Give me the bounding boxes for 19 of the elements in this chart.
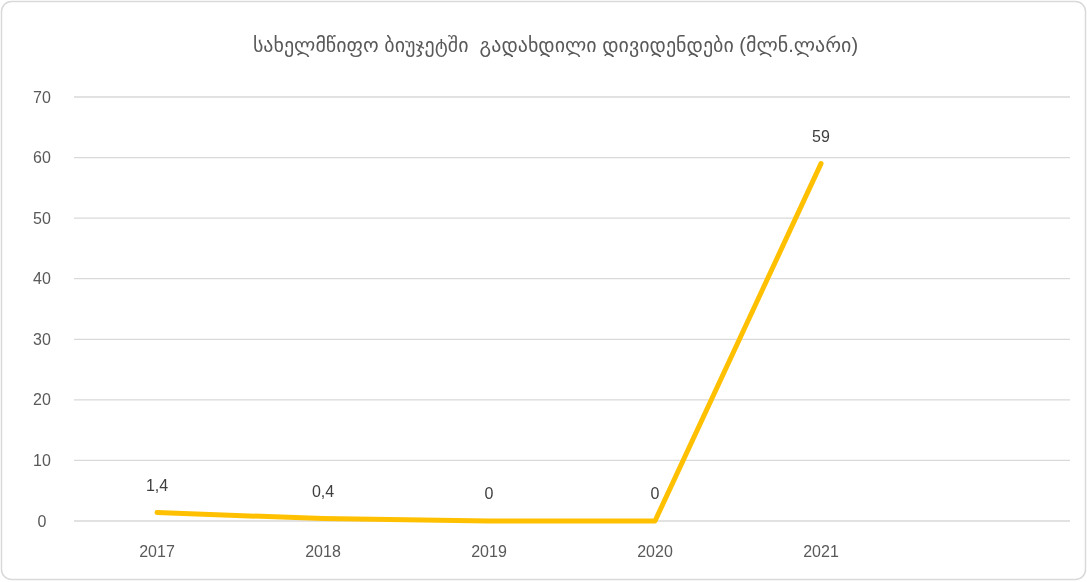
y-tick-label: 40: [33, 270, 51, 288]
x-tick-label: 2018: [305, 543, 341, 560]
data-label: 59: [812, 127, 830, 145]
data-label: 0,4: [311, 482, 335, 500]
y-tick-label: 30: [33, 330, 51, 348]
data-label: 0: [484, 485, 494, 502]
y-tick-label: 20: [33, 391, 51, 409]
y-tick-label: 70: [33, 88, 51, 106]
chart-title: სახელმწიფო ბიუჯეტში გადახდილი დივიდენდები (მლნ.ლარი): [252, 34, 859, 57]
y-tick-label: 50: [33, 209, 51, 227]
data-label: 1,4: [145, 476, 169, 494]
x-tick-label: 2020: [637, 543, 673, 560]
y-tick-label: 0: [37, 512, 47, 530]
x-tick-label: 2019: [471, 543, 507, 560]
y-tick-label: 60: [33, 149, 51, 167]
x-tick-label: 2021: [803, 543, 839, 560]
x-tick-label: 2017: [139, 543, 175, 560]
data-label: 0: [650, 485, 660, 502]
y-tick-label: 10: [33, 452, 51, 470]
